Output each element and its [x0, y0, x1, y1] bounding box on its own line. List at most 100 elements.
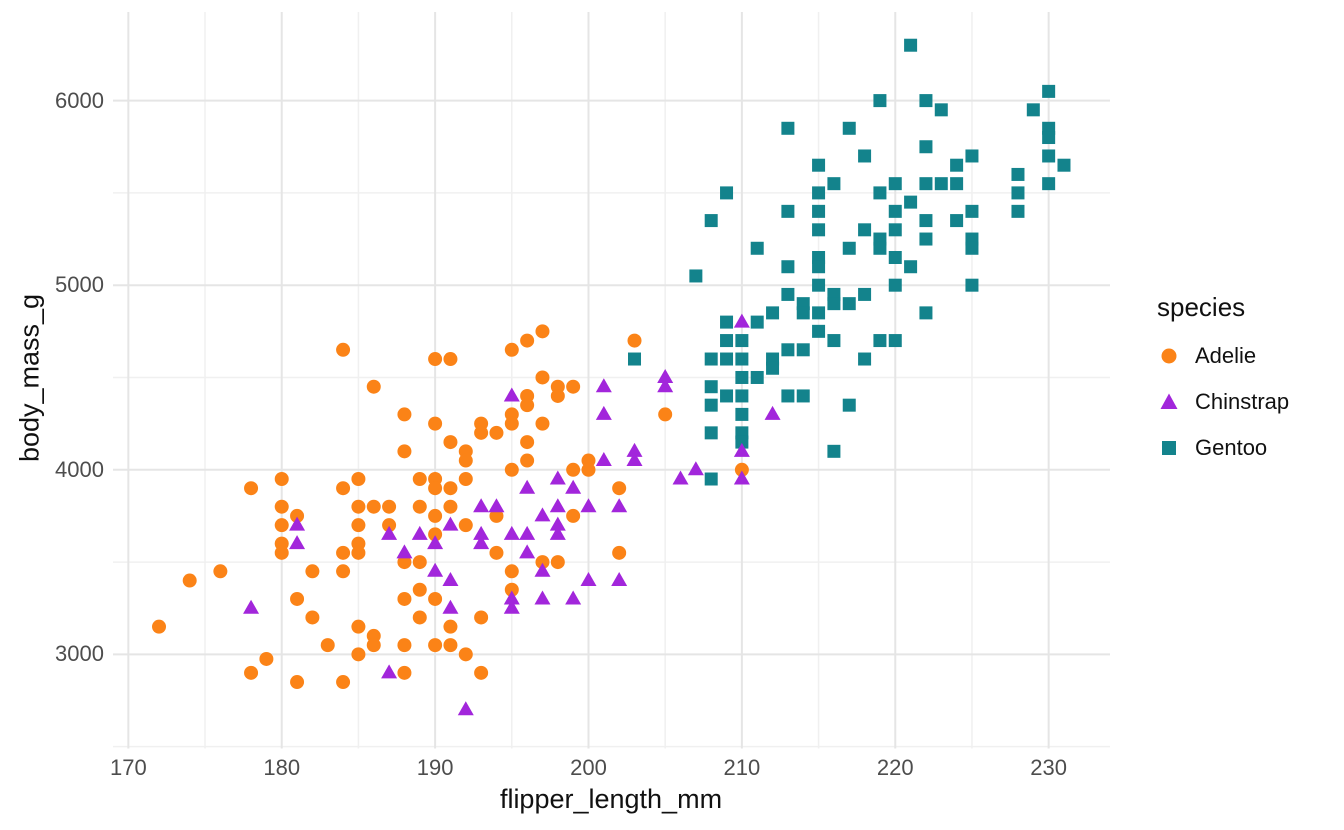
data-point-gentoo	[781, 389, 795, 403]
data-point-gentoo	[950, 158, 964, 172]
data-point-adelie	[612, 545, 627, 560]
data-point-gentoo	[858, 287, 872, 301]
data-point-adelie	[366, 379, 381, 394]
data-point-chinstrap	[473, 535, 490, 550]
data-point-chinstrap	[381, 525, 398, 540]
data-point-adelie	[412, 555, 427, 570]
chinstrap-triangle-icon	[1160, 393, 1178, 409]
data-point-adelie	[259, 651, 274, 666]
data-point-chinstrap	[503, 599, 520, 614]
legend-title: species	[1157, 292, 1246, 322]
data-point-chinstrap	[611, 572, 628, 587]
data-point-chinstrap	[519, 525, 536, 540]
data-point-chinstrap	[611, 498, 628, 513]
data-point-gentoo	[750, 241, 764, 255]
data-point-gentoo	[704, 352, 718, 366]
data-point-gentoo	[842, 398, 856, 412]
data-point-gentoo	[812, 324, 826, 338]
data-point-adelie	[581, 462, 596, 477]
data-point-gentoo	[812, 260, 826, 274]
data-point-adelie	[412, 472, 427, 487]
data-point-adelie	[351, 647, 366, 662]
data-point-adelie	[152, 619, 167, 634]
data-point-gentoo	[735, 352, 749, 366]
data-point-gentoo	[827, 297, 841, 311]
data-point-gentoo	[904, 260, 918, 274]
data-point-adelie	[274, 499, 289, 514]
data-point-adelie	[535, 324, 550, 339]
data-point-chinstrap	[534, 590, 551, 605]
data-point-adelie	[351, 472, 366, 487]
data-point-adelie	[504, 582, 519, 597]
data-point-gentoo	[704, 214, 718, 228]
data-point-adelie	[351, 619, 366, 634]
data-point-gentoo	[888, 334, 902, 348]
data-point-gentoo	[781, 260, 795, 274]
y-tick-label: 5000	[55, 272, 104, 298]
data-point-gentoo	[858, 352, 872, 366]
data-point-adelie	[550, 388, 565, 403]
data-point-adelie	[504, 342, 519, 357]
data-point-gentoo	[919, 214, 933, 228]
data-point-adelie	[566, 462, 581, 477]
data-point-adelie	[305, 610, 320, 625]
data-point-gentoo	[1042, 131, 1056, 145]
data-point-gentoo	[873, 334, 887, 348]
data-point-adelie	[627, 333, 642, 348]
data-point-adelie	[474, 665, 489, 680]
data-point-adelie	[397, 591, 412, 606]
data-point-adelie	[397, 444, 412, 459]
data-point-gentoo	[704, 472, 718, 486]
data-point-gentoo	[919, 306, 933, 320]
data-point-chinstrap	[442, 516, 459, 531]
data-point-chinstrap	[534, 507, 551, 522]
data-point-gentoo	[781, 204, 795, 218]
data-point-adelie	[290, 675, 305, 690]
data-point-gentoo	[735, 370, 749, 384]
data-point-adelie	[336, 564, 351, 579]
data-point-chinstrap	[457, 701, 474, 716]
data-point-chinstrap	[396, 544, 413, 559]
data-point-adelie	[566, 379, 581, 394]
data-point-gentoo	[950, 214, 964, 228]
data-point-adelie	[443, 435, 458, 450]
data-point-adelie	[397, 638, 412, 653]
data-point-chinstrap	[657, 368, 674, 383]
grid-minor-lines	[113, 12, 1110, 749]
data-point-chinstrap	[411, 525, 428, 540]
data-point-gentoo	[1026, 103, 1040, 117]
data-point-adelie	[412, 499, 427, 514]
data-point-gentoo	[720, 352, 734, 366]
data-point-gentoo	[919, 177, 933, 191]
data-point-chinstrap	[580, 572, 597, 587]
data-point-gentoo	[842, 297, 856, 311]
data-point-chinstrap	[442, 572, 459, 587]
legend-item-gentoo: Gentoo	[1157, 433, 1337, 463]
data-point-gentoo	[919, 140, 933, 154]
data-point-gentoo	[1042, 84, 1056, 98]
data-point-adelie	[366, 499, 381, 514]
data-point-chinstrap	[549, 516, 566, 531]
x-axis-title: flipper_length_mm	[499, 784, 723, 814]
data-point-adelie	[474, 425, 489, 440]
data-point-gentoo	[1057, 158, 1071, 172]
data-point-chinstrap	[595, 452, 612, 467]
data-point-gentoo	[781, 287, 795, 301]
data-point-adelie	[489, 545, 504, 560]
data-point-gentoo	[827, 334, 841, 348]
data-point-adelie	[520, 398, 535, 413]
data-point-gentoo	[735, 407, 749, 421]
data-point-adelie	[412, 610, 427, 625]
data-point-adelie	[382, 499, 397, 514]
data-point-adelie	[535, 555, 550, 570]
data-point-gentoo	[827, 177, 841, 191]
data-point-gentoo	[873, 186, 887, 200]
data-point-gentoo	[720, 315, 734, 329]
data-point-gentoo	[796, 306, 810, 320]
legend: species Adelie Chinstrap Gentoo	[1157, 292, 1337, 479]
data-point-gentoo	[720, 389, 734, 403]
data-point-gentoo	[796, 389, 810, 403]
data-point-chinstrap	[549, 525, 566, 540]
legend-item-chinstrap: Chinstrap	[1157, 387, 1337, 417]
